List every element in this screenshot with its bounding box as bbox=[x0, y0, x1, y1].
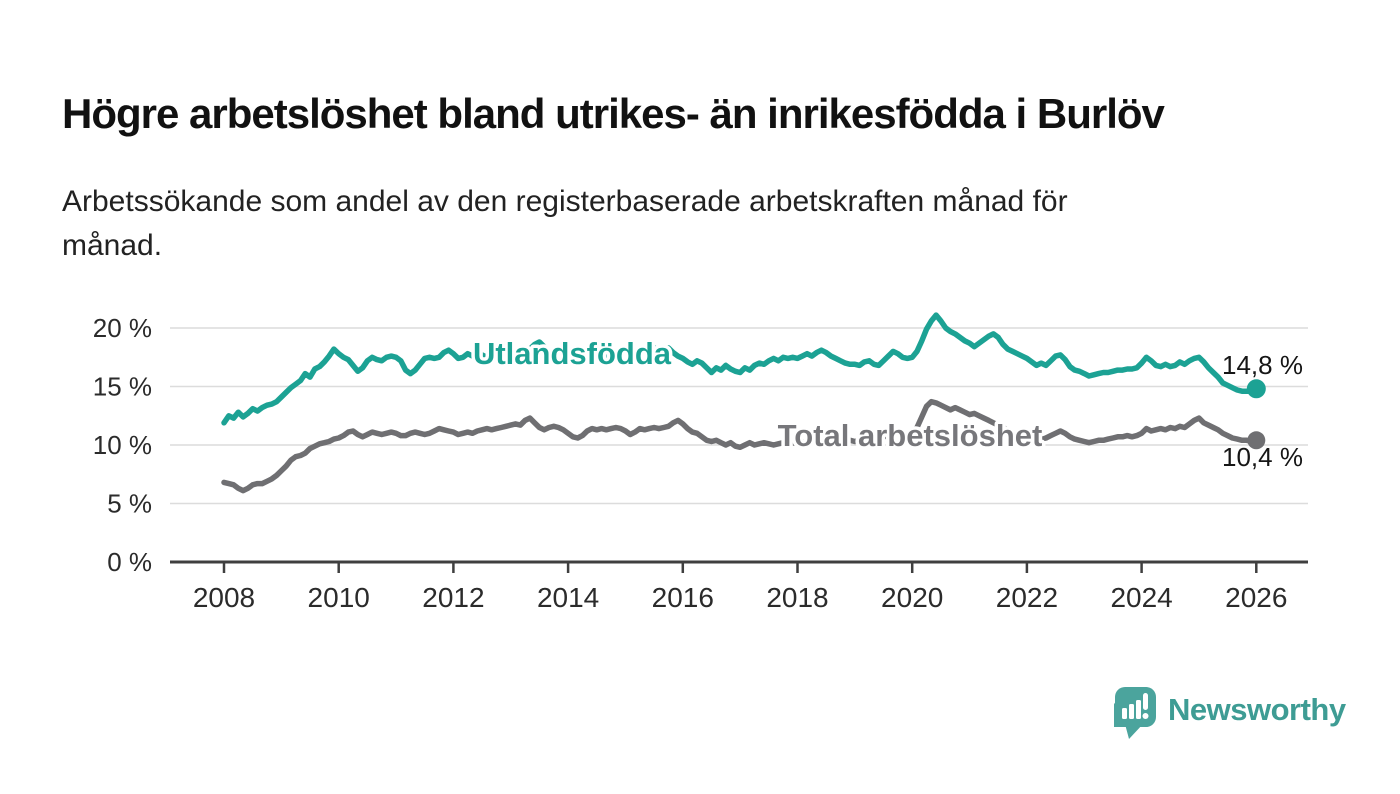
y-tick-label: 5 % bbox=[107, 489, 152, 519]
subtitle-line-1: Arbetssökande som andel av den registerb… bbox=[62, 185, 1068, 218]
x-tick-label: 2026 bbox=[1225, 582, 1287, 613]
page-subtitle: Arbetssökande som andel av den registerb… bbox=[62, 180, 1282, 268]
x-tick-label: 2020 bbox=[881, 582, 943, 613]
x-tick-label: 2008 bbox=[193, 582, 255, 613]
newsworthy-logo: Newsworthy bbox=[1114, 686, 1346, 740]
y-tick-label: 15 % bbox=[93, 372, 152, 402]
page-title: Högre arbetslöshet bland utrikes- än inr… bbox=[62, 90, 1165, 138]
end-value-label: 14,8 % bbox=[1222, 350, 1303, 380]
logo-bubble-tail bbox=[1125, 724, 1143, 739]
logo-bubble-body bbox=[1115, 687, 1155, 727]
x-tick-label: 2022 bbox=[996, 582, 1058, 613]
x-tick-label: 2014 bbox=[537, 582, 599, 613]
y-tick-label: 0 % bbox=[107, 547, 152, 577]
logo-bar-3 bbox=[1136, 700, 1141, 719]
x-tick-label: 2024 bbox=[1110, 582, 1172, 613]
y-tick-label: 20 % bbox=[93, 313, 152, 343]
logo-exclamation-stem bbox=[1143, 693, 1148, 710]
x-tick-label: 2012 bbox=[422, 582, 484, 613]
series-label-utlandsfodda: Utlandsfödda bbox=[473, 336, 672, 371]
logo-bar-1 bbox=[1122, 708, 1127, 719]
series-label-total-arbetsloshet: Total arbetslöshet bbox=[778, 418, 1043, 453]
x-tick-label: 2010 bbox=[308, 582, 370, 613]
end-value-label: 10,4 % bbox=[1222, 442, 1303, 472]
y-tick-label: 10 % bbox=[93, 430, 152, 460]
subtitle-line-2: månad. bbox=[62, 229, 163, 262]
series-endpoint-dot bbox=[1247, 431, 1266, 450]
series-line-total-arbetsloshet bbox=[221, 398, 1260, 494]
logo-bar-2 bbox=[1129, 704, 1134, 719]
series-endpoint-dot bbox=[1246, 379, 1266, 399]
x-tick-label: 2018 bbox=[766, 582, 828, 613]
series-line-utlandsfodda bbox=[221, 312, 1260, 426]
logo-exclamation-dot bbox=[1142, 713, 1149, 719]
speech-bubble-bar-chart-icon bbox=[1114, 687, 1156, 739]
logo-wordmark: Newsworthy bbox=[1168, 692, 1346, 727]
x-tick-label: 2016 bbox=[652, 582, 714, 613]
